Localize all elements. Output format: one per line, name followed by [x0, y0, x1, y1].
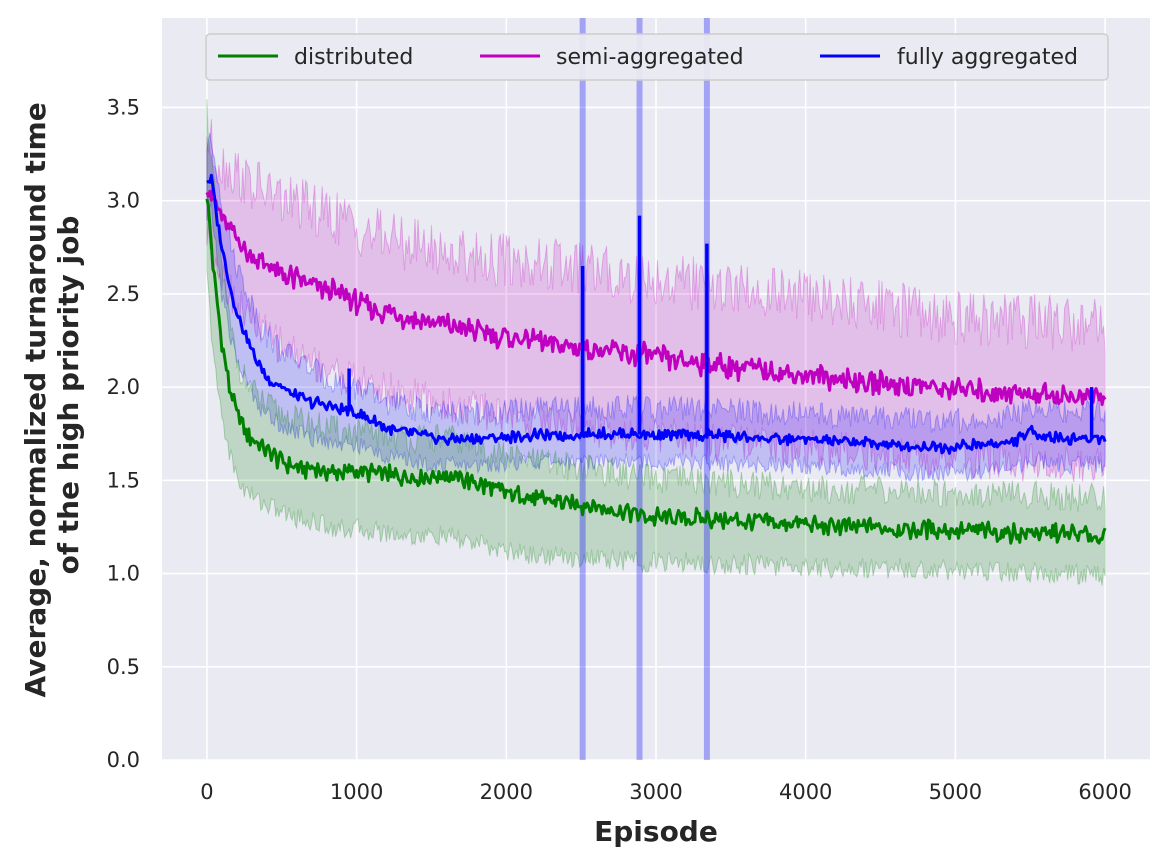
band-distributed	[206, 99, 1106, 586]
x-tick-label: 6000	[1078, 780, 1131, 804]
x-tick-label: 1000	[330, 780, 383, 804]
legend-box	[205, 33, 1109, 81]
x-tick-label: 5000	[929, 780, 982, 804]
line-semi-aggregated	[205, 187, 1107, 407]
legend-label-distributed: distributed	[294, 45, 413, 70]
y-tick-label: 2.0	[107, 375, 140, 399]
line-fully-aggregated	[206, 173, 1107, 455]
y-axis-label-line-1: Average, normalized turnaround time	[19, 102, 52, 697]
legend-label-semi-aggregated: semi-aggregated	[556, 45, 744, 70]
y-axis-label-line-2: of the high priority job	[52, 216, 85, 575]
y-tick-label: 1.5	[107, 468, 140, 492]
grid-lines	[162, 18, 1150, 761]
x-tick-label: 0	[200, 780, 213, 804]
y-tick-label: 0.5	[107, 655, 140, 679]
legend-label-fully-aggregated: fully aggregated	[897, 45, 1078, 70]
x-axis-label: Episode	[594, 815, 718, 848]
legend: distributed semi-aggregated fully aggreg…	[205, 33, 1109, 81]
x-tick-labels: 0 1000 2000 3000 4000 5000 6000	[200, 780, 1132, 804]
x-tick-label: 4000	[779, 780, 832, 804]
series-spikes	[347, 215, 1094, 439]
x-tick-label: 3000	[629, 780, 682, 804]
y-tick-label: 3.5	[107, 95, 140, 119]
line-distributed	[205, 198, 1107, 545]
y-tick-label: 1.0	[107, 562, 140, 586]
x-tick-label: 2000	[480, 780, 533, 804]
y-tick-labels: 0.0 0.5 1.0 1.5 2.0 2.5 3.0 3.5	[107, 95, 140, 772]
band-fully-aggregated	[206, 132, 1106, 483]
y-tick-label: 2.5	[107, 282, 140, 306]
y-tick-label: 0.0	[107, 748, 140, 772]
series-lines	[205, 173, 1107, 545]
y-axis-label: Average, normalized turnaround time of t…	[19, 93, 85, 698]
y-tick-label: 3.0	[107, 189, 140, 213]
